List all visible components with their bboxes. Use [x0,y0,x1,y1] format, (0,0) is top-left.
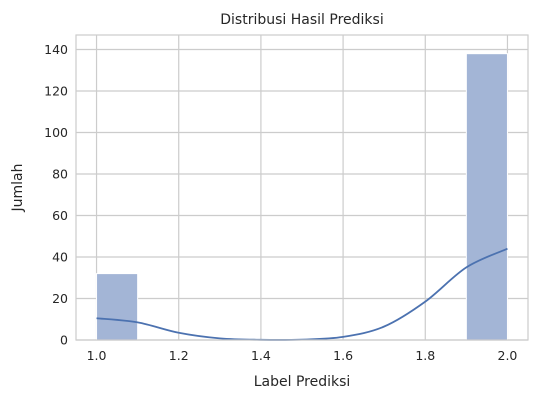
chart-title: Distribusi Hasil Prediksi [220,12,383,28]
y-axis-label: Jumlah [10,164,26,213]
y-tick-label-1: 20 [52,291,68,306]
kde-curve-group [97,249,508,340]
histogram-bars [97,54,508,340]
x-tick-label-5: 2.0 [498,348,518,363]
x-tick-label-0: 1.0 [87,348,107,363]
x-tick-label-2: 1.4 [251,348,271,363]
x-tick-label-3: 1.6 [333,348,353,363]
y-tick-label-6: 120 [44,84,68,99]
y-tick-label-0: 0 [60,333,68,348]
x-axis-label: Label Prediksi [254,374,351,390]
y-tick-label-4: 80 [52,167,68,182]
y-tick-label-2: 40 [52,250,68,265]
y-tick-label-5: 100 [44,125,68,140]
y-tick-label-7: 140 [44,42,68,57]
histogram-bar-9 [466,54,507,340]
grid [76,35,528,340]
plot-area-frame [76,35,528,340]
x-tick-label-1: 1.2 [169,348,189,363]
histogram-bar-0 [97,274,138,340]
y-tick-label-3: 60 [52,208,68,223]
kde-curve [97,249,508,340]
x-tick-label-4: 1.8 [415,348,435,363]
